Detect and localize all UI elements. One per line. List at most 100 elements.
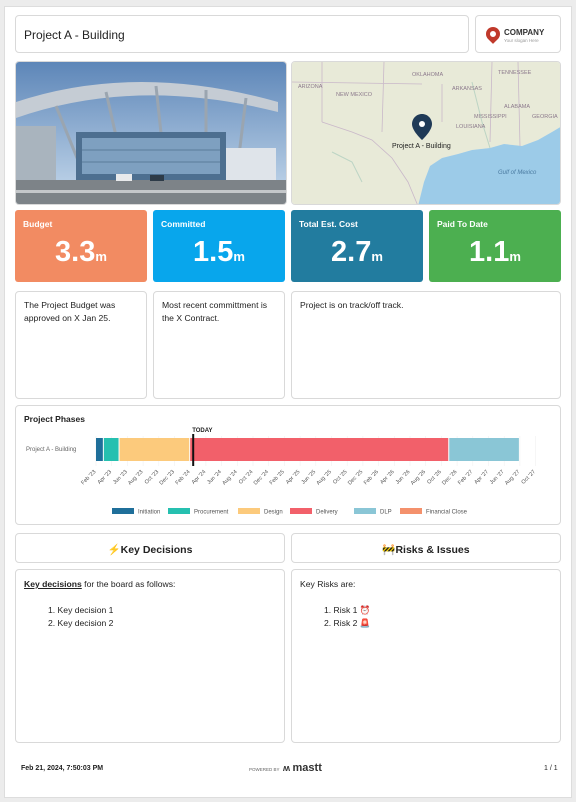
map-label: GEORGIA [532, 114, 558, 120]
gantt-tick-label: Apr '24 [191, 469, 207, 485]
key-decisions-title: ⚡Key Decisions [107, 544, 193, 556]
total-est-cost-kpi: Total Est. Cost 2.7m [291, 210, 423, 282]
list-item: 2. Key decision 2 [48, 618, 114, 628]
gantt-bar-delivery [190, 438, 449, 461]
gantt-tick-label: Oct '25 [332, 469, 348, 485]
gantt-tick-label: Dec '23 [159, 469, 176, 486]
map-label: MISSISSIPPI [474, 114, 507, 120]
legend-label: Initiation [138, 510, 160, 516]
risks-issues-body: Key Risks are: 1. Risk 1 ⏰ 2. Risk 2 🚨 [291, 569, 561, 743]
map-pin-icon [412, 114, 432, 140]
legend-swatch [168, 508, 190, 514]
company-tagline: Your slogan Here [504, 38, 539, 43]
map-label: Gulf of Mexico [498, 170, 537, 176]
list-item: 2. Risk 2 🚨 [324, 618, 371, 628]
kpi-unit: m [371, 249, 383, 264]
budget-kpi: Budget 3.3m [15, 210, 147, 282]
note-text: Most recent committment is the X Contrac… [162, 300, 268, 323]
gantt-tick-label: Apr '23 [97, 469, 113, 485]
legend-label: Design [264, 510, 283, 516]
mastt-logo: ʍ mastt [283, 762, 322, 774]
project-photo [15, 61, 287, 205]
map-label: NEW MEXICO [336, 92, 373, 98]
gantt-tick-label: Jun '25 [301, 469, 318, 486]
gantt-row-label: Project A - Building [26, 447, 76, 453]
phases-title: Project Phases [24, 414, 85, 424]
committed-kpi: Committed 1.5m [153, 210, 285, 282]
map-label: ALABAMA [504, 104, 530, 110]
today-label: TODAY [192, 428, 212, 434]
map-pin-label: Project A - Building [392, 143, 451, 150]
project-location-map: ARIZONA NEW MEXICO OKLAHOMA ARKANSAS TEN… [291, 61, 561, 205]
legend-swatch [238, 508, 260, 514]
legend-label: Financial Close [426, 510, 468, 516]
gantt-tick-label: Feb '26 [363, 469, 380, 486]
gantt-tick-label: Feb '27 [457, 469, 474, 486]
map-label: ARIZONA [298, 84, 323, 90]
project-title: Project A - Building [24, 28, 125, 42]
risks-list: 1. Risk 1 ⏰ 2. Risk 2 🚨 [324, 604, 371, 630]
gantt-tick-label: Oct '24 [238, 469, 254, 485]
kpi-unit: m [233, 249, 245, 264]
powered-by-label: POWERED BY [249, 767, 280, 772]
gantt-bar-dlp [449, 438, 519, 461]
kpi-unit: m [509, 249, 521, 264]
gantt-tick-label: Oct '26 [426, 469, 442, 485]
gantt-tick-label: Dec '25 [347, 469, 364, 486]
company-name: COMPANY [504, 28, 545, 37]
key-decisions-list: 1. Key decision 1 2. Key decision 2 [48, 604, 113, 630]
gantt-tick-label: Dec '26 [441, 469, 458, 486]
kpi-unit: m [95, 249, 107, 264]
gantt-bar-procurement [103, 438, 119, 461]
legend-label: DLP [380, 510, 392, 516]
gantt-tick-label: Dec '24 [253, 469, 270, 486]
page-number: 1 / 1 [544, 765, 558, 772]
report-page: Project A - Building COMPANY Your slogan… [4, 6, 572, 798]
legend-label: Delivery [316, 510, 338, 516]
kpi-label: Budget [23, 219, 53, 229]
paid-to-date-kpi: Paid To Date 1.1m [429, 210, 561, 282]
risks-issues-header: 🚧Risks & Issues [291, 533, 561, 563]
gantt-tick-label: Oct '27 [521, 469, 537, 485]
gantt-tick-label: Apr '26 [379, 469, 395, 485]
gantt-tick-label: Aug '23 [127, 469, 144, 486]
map-label: TENNESSEE [498, 70, 532, 76]
legend-swatch [112, 508, 134, 514]
mastt-logo-mark: ʍ [283, 763, 293, 773]
gantt-tick-label: Oct '23 [144, 469, 160, 485]
committed-note: Most recent committment is the X Contrac… [153, 291, 285, 399]
key-decisions-intro-rest: for the board as follows: [81, 579, 176, 589]
gantt-tick-label: Aug '24 [221, 469, 238, 486]
kpi-label: Committed [161, 219, 206, 229]
kpi-value: 1.5 [193, 236, 234, 268]
gantt-tick-label: Apr '27 [473, 469, 489, 485]
gantt-tick-label: Jun '27 [489, 469, 506, 486]
kpi-value: 1.1 [469, 236, 510, 268]
project-title-card: Project A - Building [15, 15, 469, 53]
gantt-bar-initiation [96, 438, 103, 461]
legend-swatch [400, 508, 422, 514]
legend-swatch [290, 508, 312, 514]
kpi-value: 2.7 [331, 236, 372, 268]
list-item: 1. Key decision 1 [48, 605, 114, 615]
list-item: 1. Risk 1 ⏰ [324, 605, 371, 615]
gantt-tick-label: Jun '24 [206, 469, 223, 486]
risks-issues-title: 🚧Risks & Issues [382, 544, 470, 556]
company-logo: COMPANY Your slogan Here [475, 15, 561, 53]
key-decisions-intro: Key decisions for the board as follows: [24, 579, 175, 589]
kpi-label: Total Est. Cost [299, 219, 358, 229]
key-decisions-header: ⚡Key Decisions [15, 533, 285, 563]
key-decisions-intro-bold: Key decisions [24, 579, 82, 589]
budget-note: The Project Budget was approved on X Jan… [15, 291, 147, 399]
gantt-tick-label: Aug '26 [410, 469, 427, 486]
legend-label: Procurement [194, 510, 229, 516]
map-label: OKLAHOMA [412, 72, 444, 78]
kpi-value: 3.3 [55, 236, 96, 268]
gantt-tick-label: Jun '26 [395, 469, 412, 486]
risks-intro: Key Risks are: [300, 579, 356, 589]
legend-swatch [354, 508, 376, 514]
gantt-bar-design [119, 438, 190, 461]
note-text: The Project Budget was approved on X Jan… [24, 300, 116, 323]
gantt-tick-label: Jun '23 [112, 469, 129, 486]
